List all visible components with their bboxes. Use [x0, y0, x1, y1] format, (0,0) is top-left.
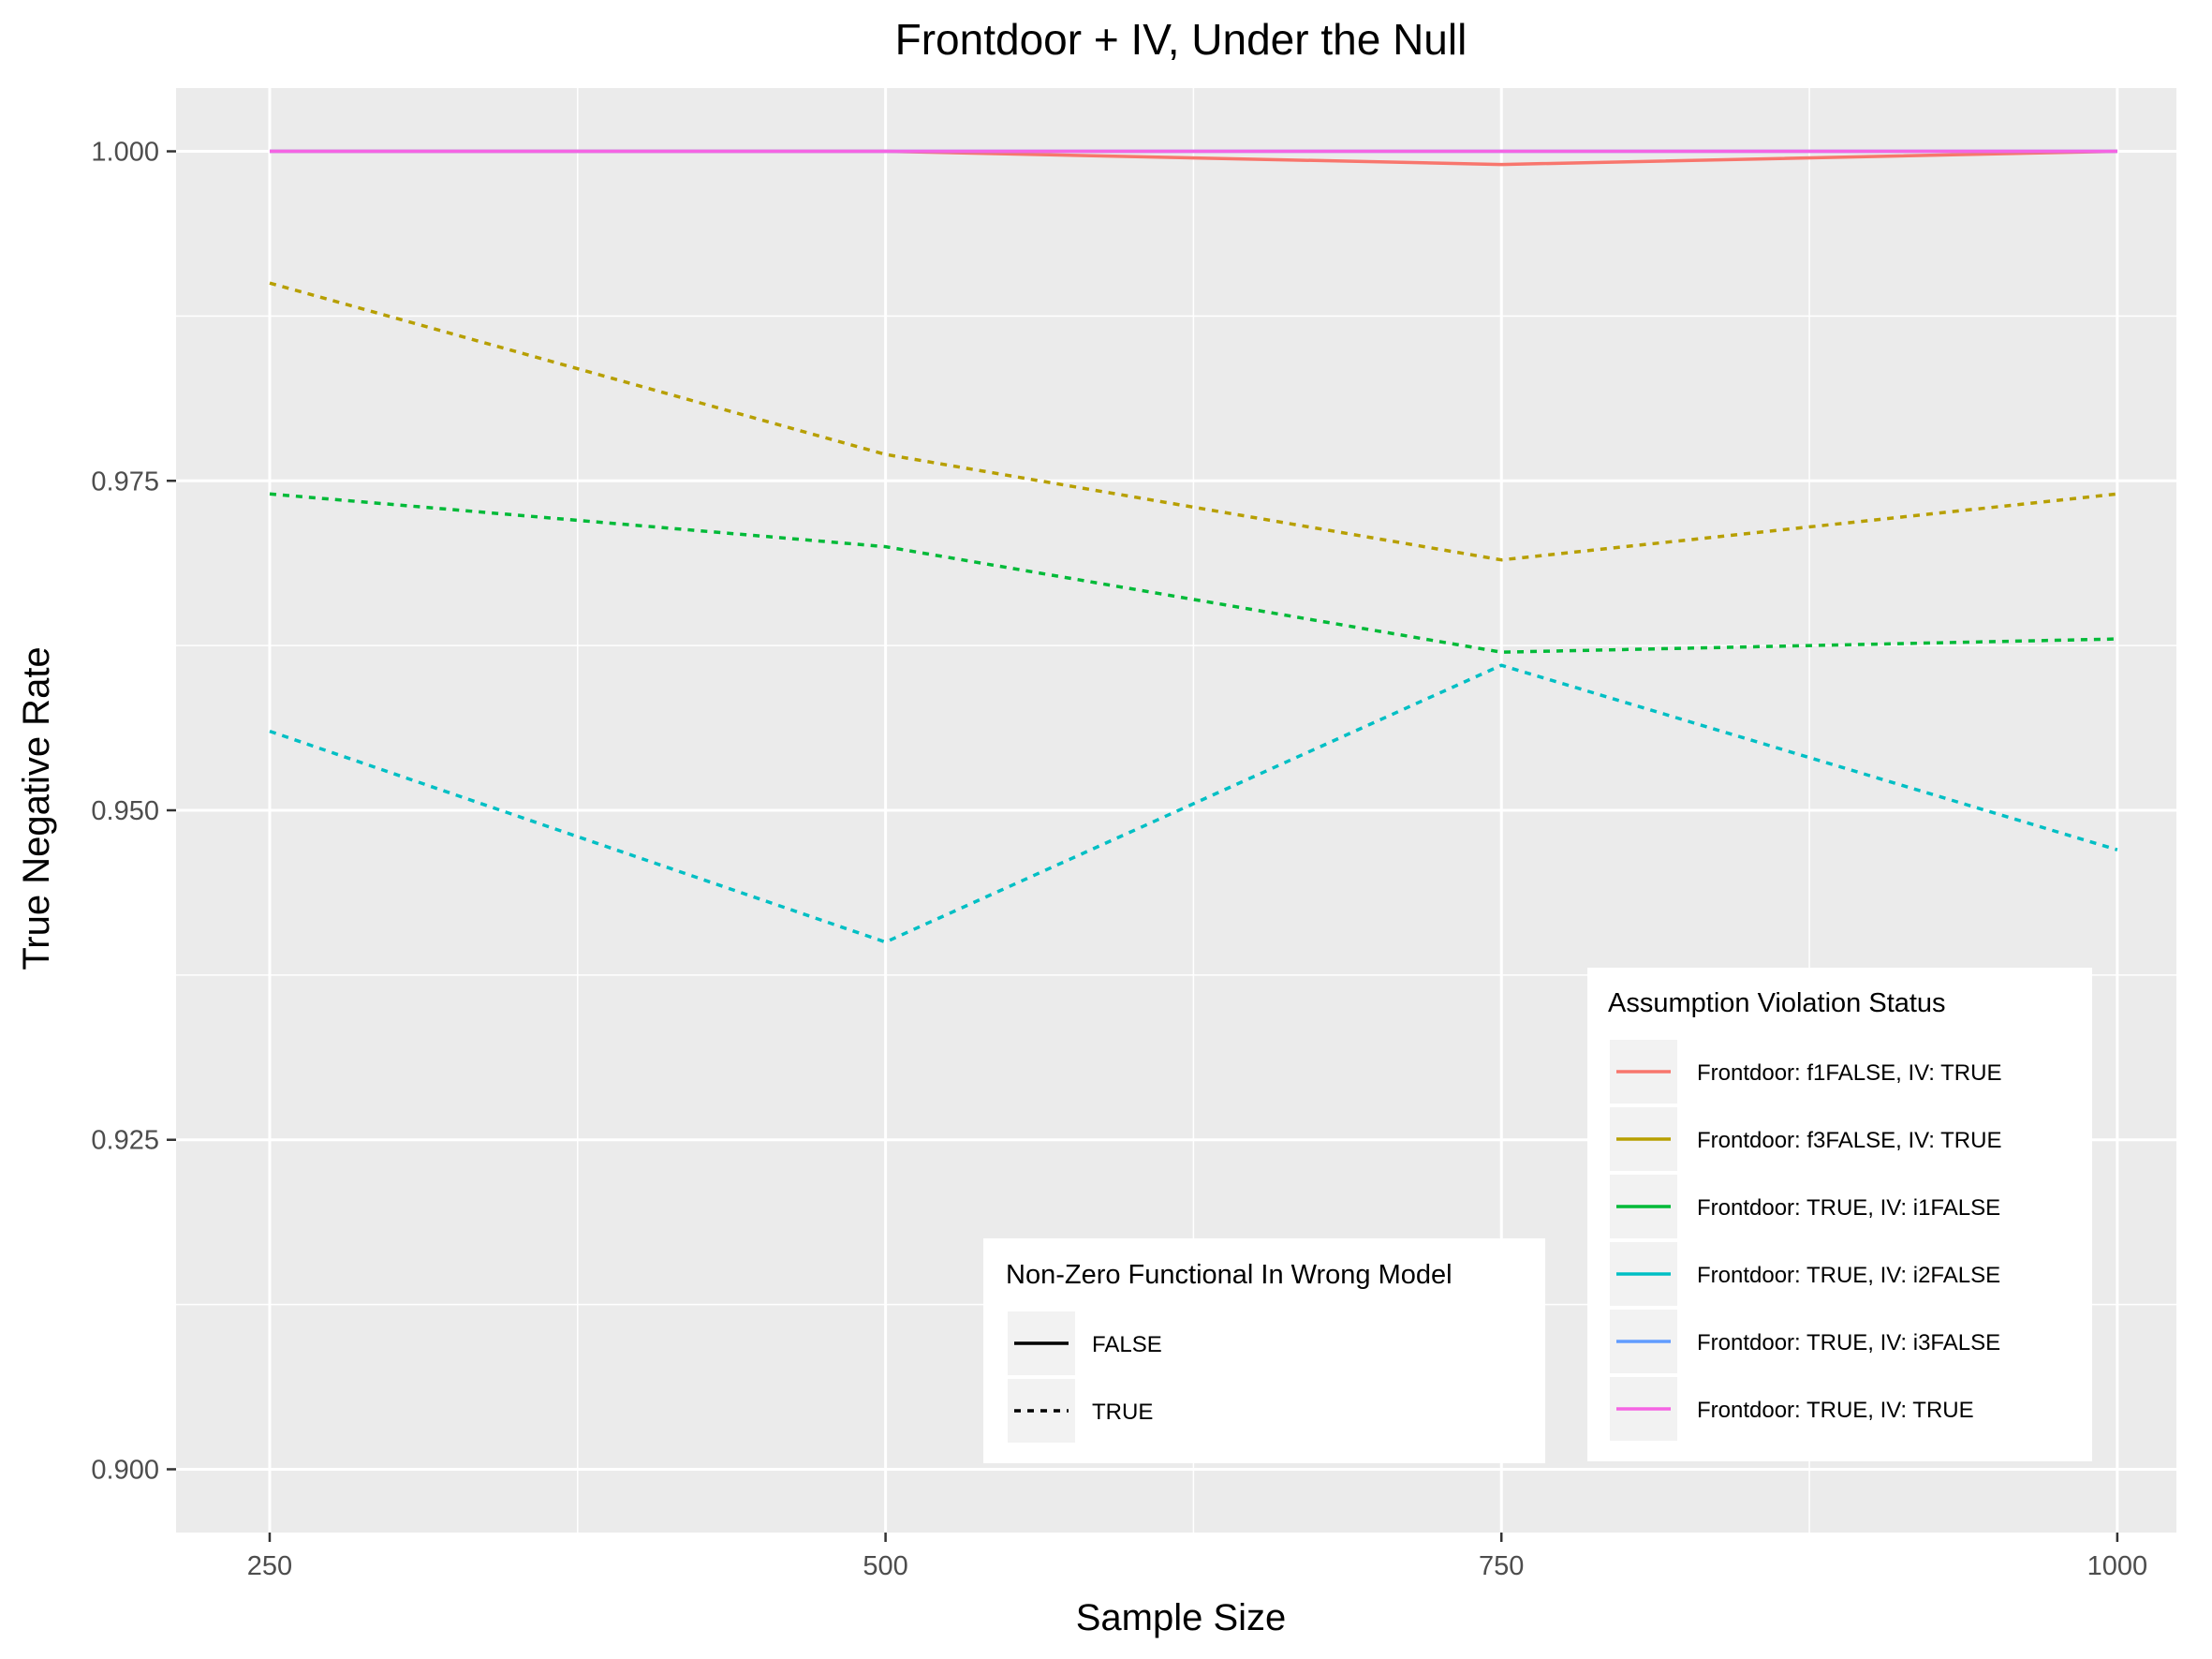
color-legend: Assumption Violation Status Frontdoor: f… — [1587, 968, 2092, 1461]
x-tick-label: 250 — [247, 1551, 292, 1581]
color-legend-label: Frontdoor: TRUE, IV: i2FALSE — [1697, 1263, 2000, 1288]
color-legend-title: Assumption Violation Status — [1608, 988, 1946, 1018]
y-tick-label: 0.925 — [91, 1126, 159, 1156]
x-tick-label: 750 — [1479, 1551, 1524, 1581]
y-tick-label: 1.000 — [91, 138, 159, 168]
series-line-4 — [269, 663, 2118, 944]
y-axis-label: True Negative Rate — [16, 646, 57, 970]
x-axis-label: Sample Size — [1076, 1597, 1287, 1638]
x-tick-label: 1000 — [2087, 1551, 2148, 1581]
color-legend-label: Frontdoor: f1FALSE, IV: TRUE — [1697, 1060, 2001, 1086]
y-axis: 0.900 0.925 0.950 0.975 1.000 — [91, 138, 176, 1485]
series-line-3 — [269, 492, 2117, 654]
linetype-legend-label: TRUE — [1092, 1400, 1153, 1425]
series-layer — [269, 149, 2118, 944]
color-legend-label: Frontdoor: TRUE, IV: i3FALSE — [1697, 1330, 2000, 1355]
y-tick-label: 0.900 — [91, 1455, 159, 1485]
x-axis: 250 500 750 1000 — [247, 1533, 2147, 1581]
series-line-2 — [269, 281, 2118, 562]
x-tick-label: 500 — [863, 1551, 907, 1581]
linetype-legend: Non-Zero Functional In Wrong Model FALSE… — [983, 1238, 1545, 1463]
color-legend-label: Frontdoor: TRUE, IV: TRUE — [1697, 1398, 1974, 1423]
y-tick-label: 0.950 — [91, 796, 159, 826]
y-tick-label: 0.975 — [91, 467, 159, 496]
color-legend-label: Frontdoor: TRUE, IV: i1FALSE — [1697, 1195, 2000, 1221]
linetype-legend-label: FALSE — [1092, 1332, 1162, 1357]
linetype-legend-title: Non-Zero Functional In Wrong Model — [1006, 1260, 1453, 1290]
color-legend-label: Frontdoor: f3FALSE, IV: TRUE — [1697, 1128, 2001, 1153]
chart-title: Frontdoor + IV, Under the Null — [895, 15, 1467, 64]
